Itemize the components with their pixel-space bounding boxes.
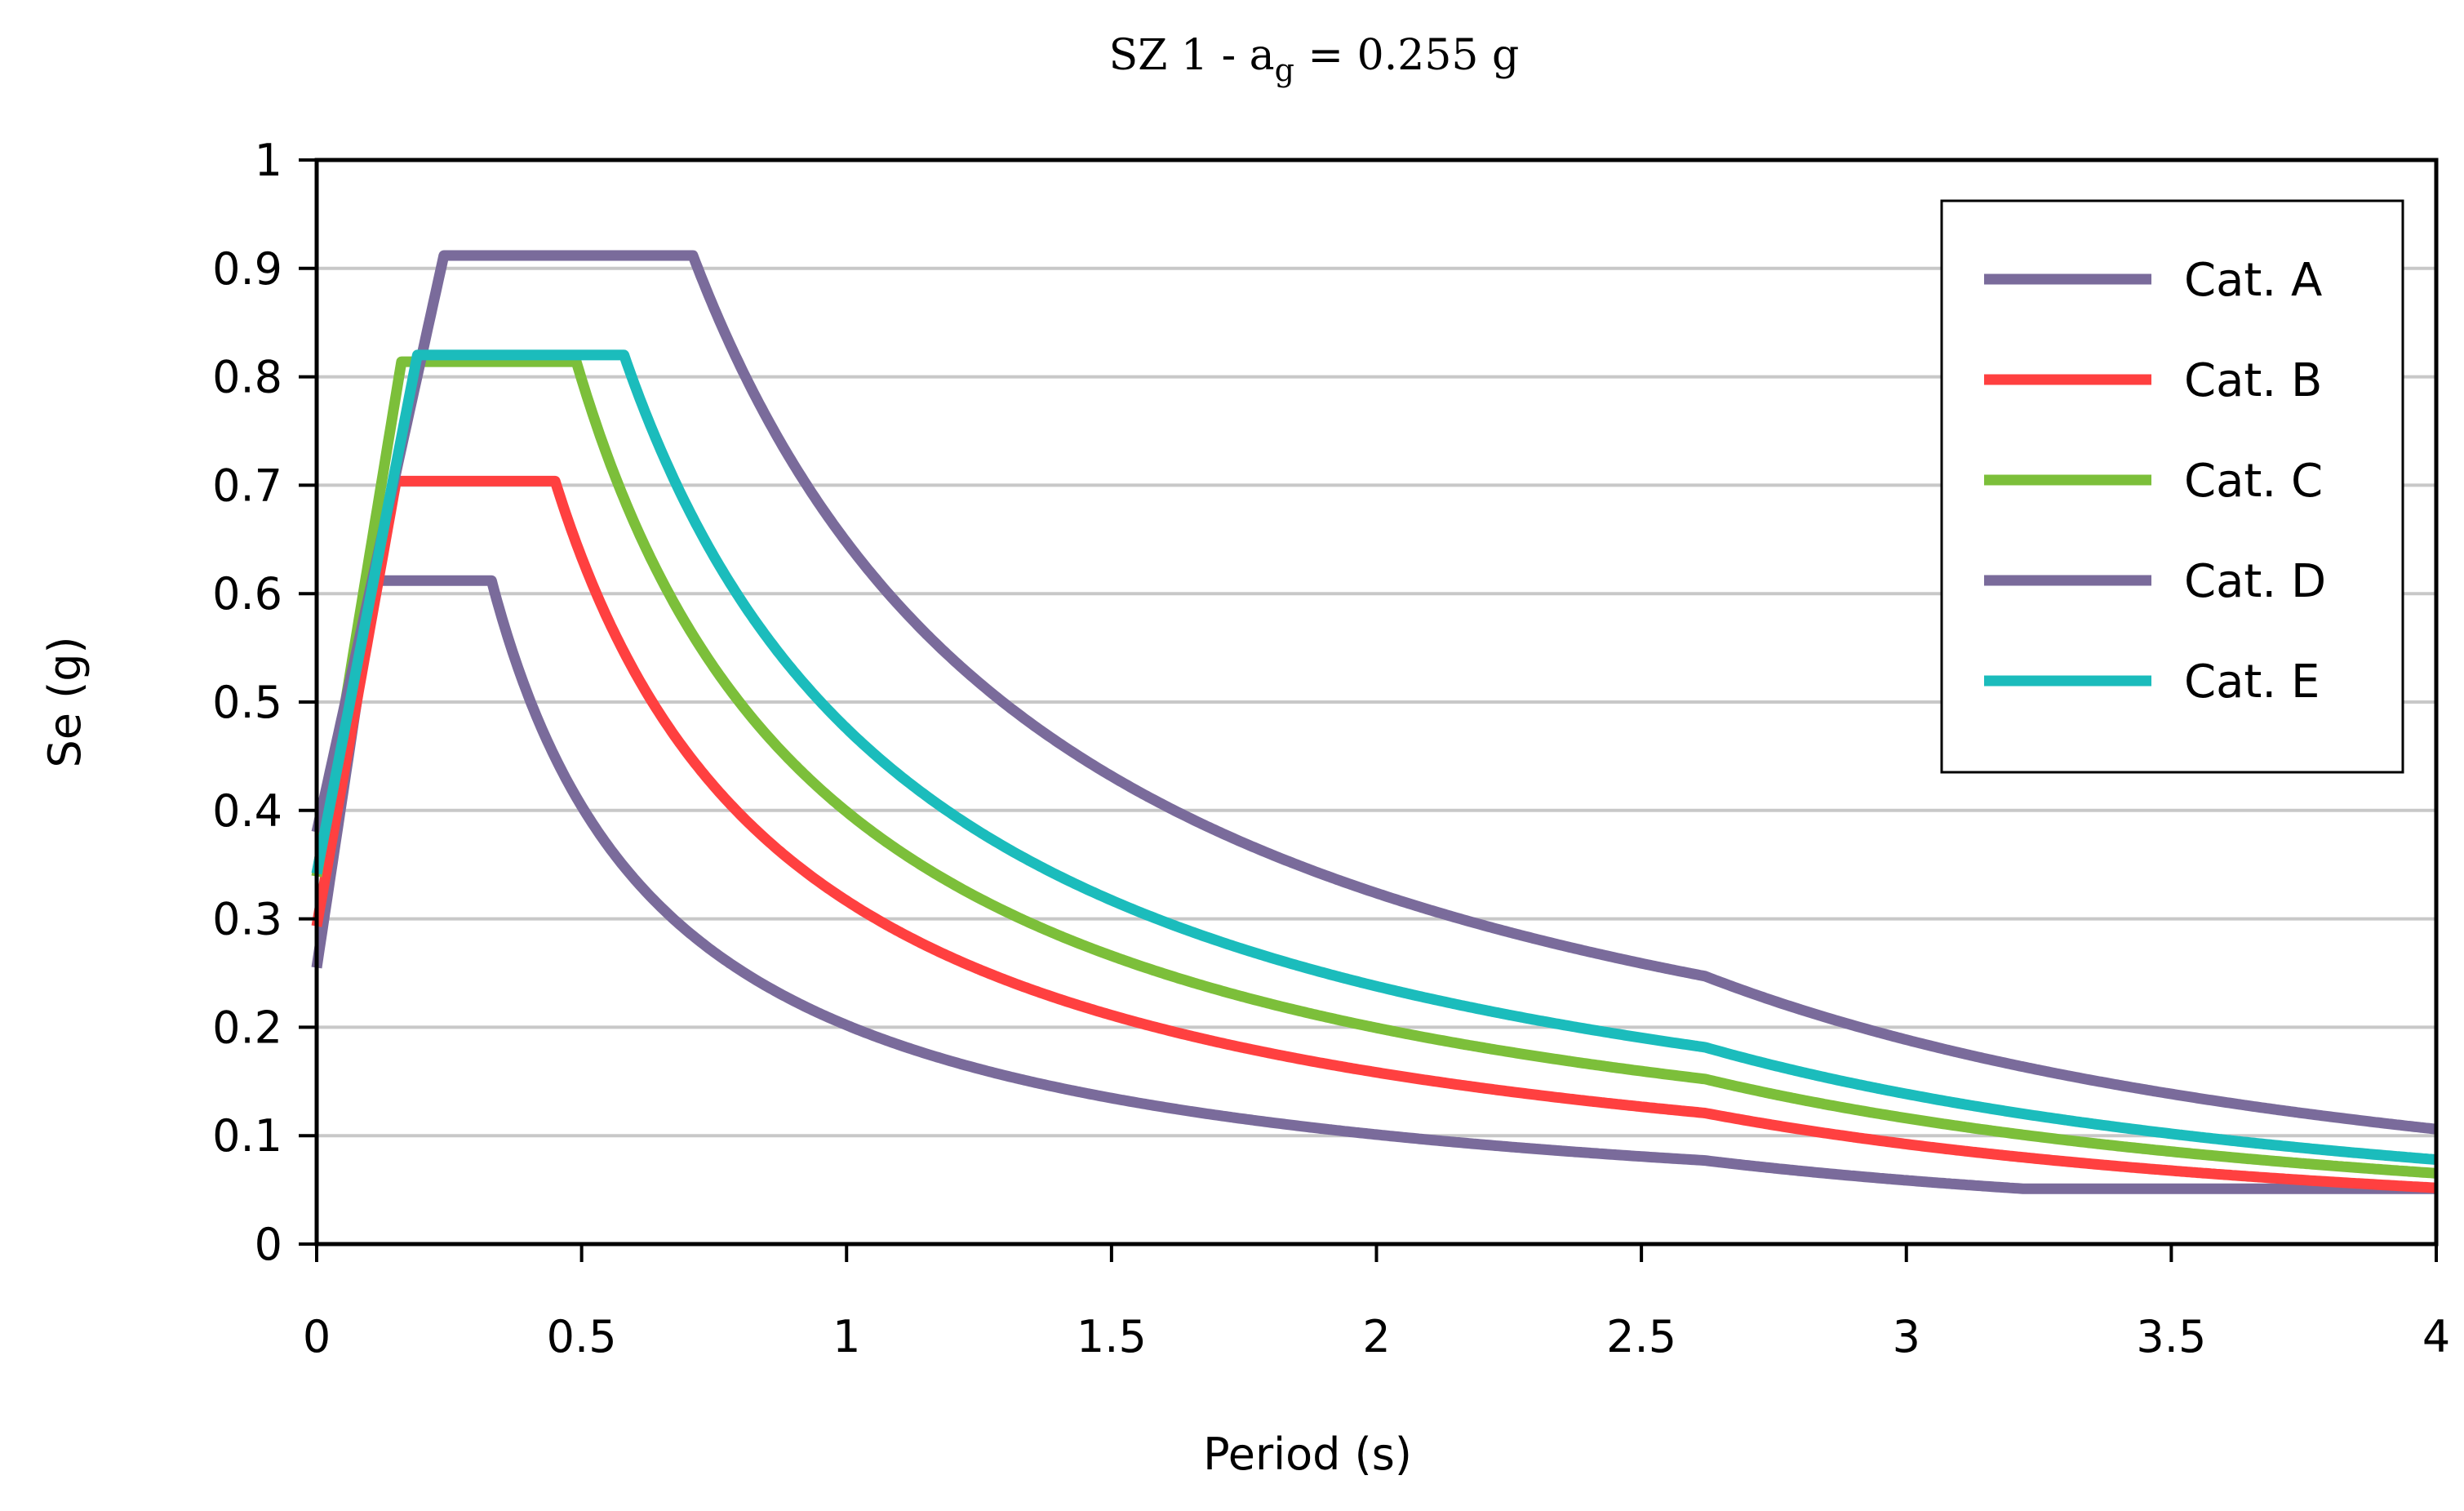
legend-label: Cat. A [2184,254,2322,307]
x-tick-label: 0.5 [547,1311,617,1362]
chart-title-suffix: = 0.255 g [1294,31,1519,80]
x-tick-label: 0 [303,1311,331,1362]
legend-items: Cat. A Cat. B Cat. C Cat. D Cat. E [1984,254,2326,709]
y-tick-label: 0.9 [212,243,282,295]
series-line-cat-e [311,349,2440,1166]
y-axis-ticks: 0 0.1 0.2 0.3 0.4 0.5 0.6 0.7 0.8 0.9 1 [212,135,317,1270]
y-tick-label: 0.2 [212,1002,282,1053]
y-tick-label: 1 [255,135,282,186]
x-tick-label: 3 [1893,1311,1920,1362]
series-lines [311,250,2440,1194]
x-tick-label: 3.5 [2136,1311,2206,1362]
x-tick-label: 1.5 [1077,1311,1147,1362]
y-tick-label: 0.1 [212,1110,282,1162]
y-axis-label: Se (g) [39,636,91,767]
y-tick-label: 0 [255,1219,282,1270]
y-tick-label: 0.3 [212,894,282,945]
x-tick-label: 2.5 [1606,1311,1676,1362]
y-tick-label: 0.6 [212,568,282,620]
x-axis-ticks: 0 0.5 1 1.5 2 2.5 3 3.5 4 [303,1244,2450,1362]
chart-title-subscript: g [1275,52,1294,88]
series-line-cat-b [311,475,2440,1193]
y-tick-label: 0.7 [212,460,282,511]
chart-title: SZ 1 - ag = 0.255 g [1109,31,1520,88]
x-tick-label: 2 [1362,1311,1390,1362]
legend-label: Cat. E [2184,656,2320,709]
y-tick-label: 0.5 [212,677,282,728]
y-tick-label: 0.8 [212,352,282,403]
legend-box [1940,199,2404,774]
x-axis-label: Period (s) [1203,1429,1412,1480]
legend-label: Cat. D [2184,555,2326,608]
legend-label: Cat. C [2184,455,2323,508]
legend-label: Cat. B [2184,354,2322,407]
chart-title-prefix: SZ 1 - a [1109,31,1275,80]
series-line-cat-c [311,356,2440,1179]
series-line-cat-d [311,250,2440,1135]
legend: Cat. A Cat. B Cat. C Cat. D Cat. E [1940,199,2404,774]
y-tick-label: 0.4 [212,785,282,837]
x-tick-label: 4 [2422,1311,2450,1362]
x-tick-label: 1 [832,1311,860,1362]
series-line-cat-a [311,575,2440,1194]
